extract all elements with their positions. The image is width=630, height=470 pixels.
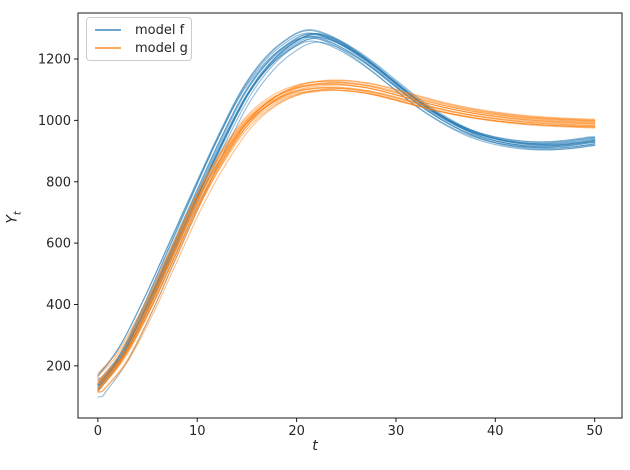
- ensemble-line-model-f: [97, 32, 596, 392]
- legend-line-sample-g: [95, 47, 121, 49]
- ensemble-line-model-f: [97, 35, 596, 388]
- y-tick-label: 1200: [38, 53, 71, 68]
- ensemble-line-model-g: [97, 83, 596, 384]
- ensemble-line-model-g: [97, 82, 596, 385]
- legend-label-model-f: model f: [135, 22, 185, 38]
- y-tick-label: 600: [46, 237, 71, 252]
- y-axis-label: Yt: [4, 211, 24, 224]
- y-tick-label: 800: [46, 175, 71, 190]
- ensemble-line-model-g: [97, 80, 596, 379]
- ensemble-line-model-f: [97, 41, 596, 398]
- x-tick-label: 40: [487, 424, 504, 439]
- axes-spines: [77, 12, 623, 419]
- x-tick-label: 10: [189, 424, 206, 439]
- ensemble-line-model-f: [97, 40, 596, 386]
- ensemble-line-model-g: [97, 80, 596, 377]
- x-tick-label: 50: [586, 424, 603, 439]
- ensemble-line-model-g: [97, 83, 596, 382]
- ensemble-line-model-f: [97, 32, 596, 390]
- ensemble-line-model-g: [97, 89, 596, 391]
- legend-line-sample-f: [95, 29, 121, 31]
- legend-item-model-g: model g: [93, 39, 188, 57]
- legend-label-model-g: model g: [135, 40, 188, 56]
- x-tick-label: 20: [288, 424, 305, 439]
- ensemble-line-model-g: [97, 79, 596, 382]
- x-axis-label: t: [312, 438, 318, 454]
- ensemble-line-model-g: [97, 87, 596, 374]
- y-tick-label: 1000: [38, 114, 71, 129]
- ensemble-line-model-g: [97, 87, 596, 389]
- ensemble-line-model-g: [97, 84, 596, 385]
- y-tick-label: 400: [46, 298, 71, 313]
- legend-item-model-f: model f: [93, 21, 185, 39]
- x-tick-label: 0: [94, 424, 102, 439]
- ensemble-line-model-f: [97, 32, 596, 390]
- ensemble-line-model-f: [97, 32, 596, 385]
- legend: model f model g: [86, 17, 192, 61]
- y-tick-label: 200: [46, 359, 71, 374]
- x-tick-label: 30: [388, 424, 405, 439]
- series-model-g: [97, 79, 596, 394]
